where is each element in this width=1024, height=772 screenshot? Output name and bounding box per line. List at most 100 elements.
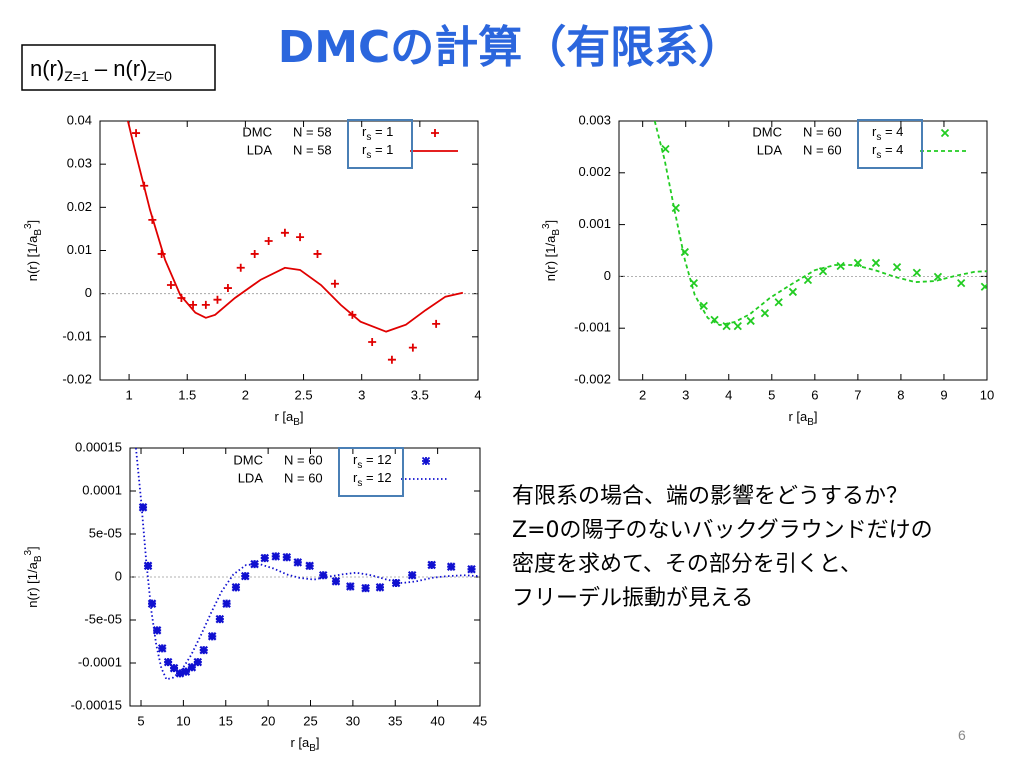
dmc-point bbox=[175, 669, 185, 678]
legend-name: DMC bbox=[242, 124, 272, 139]
x-tick-label: 5 bbox=[137, 713, 144, 728]
dmc-point bbox=[313, 249, 322, 258]
y-axis-label: n(r) [1/aB3] bbox=[23, 220, 44, 281]
legend-highlight bbox=[347, 119, 413, 169]
legend-highlight bbox=[338, 447, 404, 497]
y-tick-label: 0.0001 bbox=[82, 482, 122, 497]
x-axis-label-part: r [a bbox=[788, 409, 808, 424]
x-tick-label: 35 bbox=[388, 713, 402, 728]
dmc-point bbox=[361, 583, 370, 593]
dmc-point bbox=[147, 599, 157, 608]
y-tick-label: -0.002 bbox=[574, 371, 611, 386]
dmc-point bbox=[912, 268, 921, 277]
legend-param-sub: s bbox=[366, 150, 371, 161]
y-axis-label: n(r) [1/aB3] bbox=[541, 220, 562, 281]
legend-highlight bbox=[857, 119, 923, 169]
dmc-point bbox=[746, 316, 755, 326]
dmc-point bbox=[189, 300, 198, 309]
dmc-point bbox=[803, 275, 813, 285]
legend-name: LDA bbox=[757, 142, 783, 157]
dmc-point bbox=[346, 582, 355, 591]
x-tick-label: 8 bbox=[897, 387, 904, 402]
y-tick-label: 0.00015 bbox=[75, 439, 122, 454]
legend-param-base: r bbox=[362, 124, 367, 139]
dmc-point bbox=[427, 560, 436, 570]
y-axis-label-part: ] bbox=[25, 546, 40, 550]
dmc-point bbox=[408, 343, 417, 352]
y-tick-label: 0.03 bbox=[67, 156, 92, 171]
dmc-point bbox=[293, 558, 303, 567]
dmc-point bbox=[199, 645, 209, 655]
y-tick-label: 0.04 bbox=[67, 112, 92, 127]
dmc-point bbox=[132, 129, 141, 138]
dmc-point bbox=[157, 644, 167, 653]
legend-param: rs = 12 bbox=[353, 470, 392, 488]
legend-size: N = 60 bbox=[803, 124, 842, 139]
legend-param-value: = 12 bbox=[362, 470, 391, 485]
x-axis-label-sub: B bbox=[293, 417, 300, 428]
x-tick-label: 3.5 bbox=[411, 387, 429, 402]
x-axis-label-part: r [a bbox=[274, 409, 294, 424]
lda-line bbox=[135, 448, 480, 681]
legend-param-value: = 4 bbox=[881, 142, 903, 157]
y-tick-label: 5e-05 bbox=[89, 525, 122, 540]
y-tick-label: -0.01 bbox=[62, 328, 92, 343]
y-axis-label-part: ] bbox=[543, 220, 558, 224]
dmc-point bbox=[432, 319, 441, 328]
y-axis-label-sub: B bbox=[551, 229, 562, 236]
dmc-point bbox=[264, 237, 273, 246]
dmc-point bbox=[699, 301, 708, 311]
legend-param-value: = 1 bbox=[371, 142, 393, 157]
y-tick-label: 0.01 bbox=[67, 242, 92, 257]
legend-param-base: r bbox=[872, 124, 877, 139]
y-tick-label: 0.02 bbox=[67, 199, 92, 214]
x-tick-label: 6 bbox=[811, 387, 818, 402]
x-tick-label: 25 bbox=[303, 713, 317, 728]
y-tick-label: -0.02 bbox=[62, 371, 92, 386]
paragraph-line: 有限系の場合、端の影響をどうするか？ bbox=[512, 484, 908, 509]
y-axis-label-sub: B bbox=[33, 229, 44, 236]
x-axis-label: r [aB] bbox=[274, 409, 303, 427]
dmc-point bbox=[166, 281, 175, 290]
legend-size: N = 60 bbox=[284, 452, 323, 467]
dmc-point bbox=[215, 614, 225, 624]
plot-area bbox=[653, 121, 987, 331]
dmc-point bbox=[240, 571, 250, 581]
dmc-point bbox=[138, 503, 148, 512]
legend-param-base: r bbox=[353, 452, 358, 467]
y-axis-label-sup: 3 bbox=[23, 223, 34, 229]
x-tick-label: 40 bbox=[430, 713, 444, 728]
x-tick-label: 3 bbox=[682, 387, 689, 402]
dmc-point bbox=[296, 233, 305, 242]
x-tick-label: 5 bbox=[768, 387, 775, 402]
y-axis-label-sup: 3 bbox=[23, 550, 34, 556]
dmc-point bbox=[236, 263, 245, 272]
dmc-point bbox=[774, 298, 783, 307]
lda-line bbox=[127, 121, 464, 333]
x-axis-label-part: r [a bbox=[290, 735, 310, 750]
box-label: n(r)Z=1 – n(r)Z=0 bbox=[30, 56, 172, 84]
x-axis-label-part: ] bbox=[300, 409, 304, 424]
legend-size: N = 60 bbox=[284, 470, 323, 485]
dmc-point bbox=[733, 321, 742, 331]
dmc-point bbox=[213, 295, 222, 304]
y-axis-label-sup: 3 bbox=[541, 223, 552, 229]
dmc-point bbox=[788, 287, 798, 297]
x-axis-label-part: ] bbox=[316, 735, 320, 750]
dmc-point bbox=[818, 267, 828, 276]
box-label-sub: Z=0 bbox=[147, 68, 172, 84]
dmc-point bbox=[391, 578, 401, 588]
dmc-point bbox=[163, 657, 173, 667]
legend-param: rs = 4 bbox=[872, 142, 903, 160]
dmc-point bbox=[305, 561, 314, 571]
y-tick-label: -0.001 bbox=[574, 320, 611, 335]
x-tick-label: 1 bbox=[125, 387, 132, 402]
y-tick-label: 0.003 bbox=[578, 112, 611, 127]
legend-param-value: = 12 bbox=[362, 452, 391, 467]
legend-param-sub: s bbox=[357, 460, 362, 471]
x-tick-label: 7 bbox=[854, 387, 861, 402]
dmc-point bbox=[318, 571, 328, 580]
y-axis-label: n(r) [1/aB3] bbox=[23, 546, 44, 607]
x-axis-label: r [aB] bbox=[290, 735, 319, 753]
dmc-point bbox=[330, 279, 339, 288]
